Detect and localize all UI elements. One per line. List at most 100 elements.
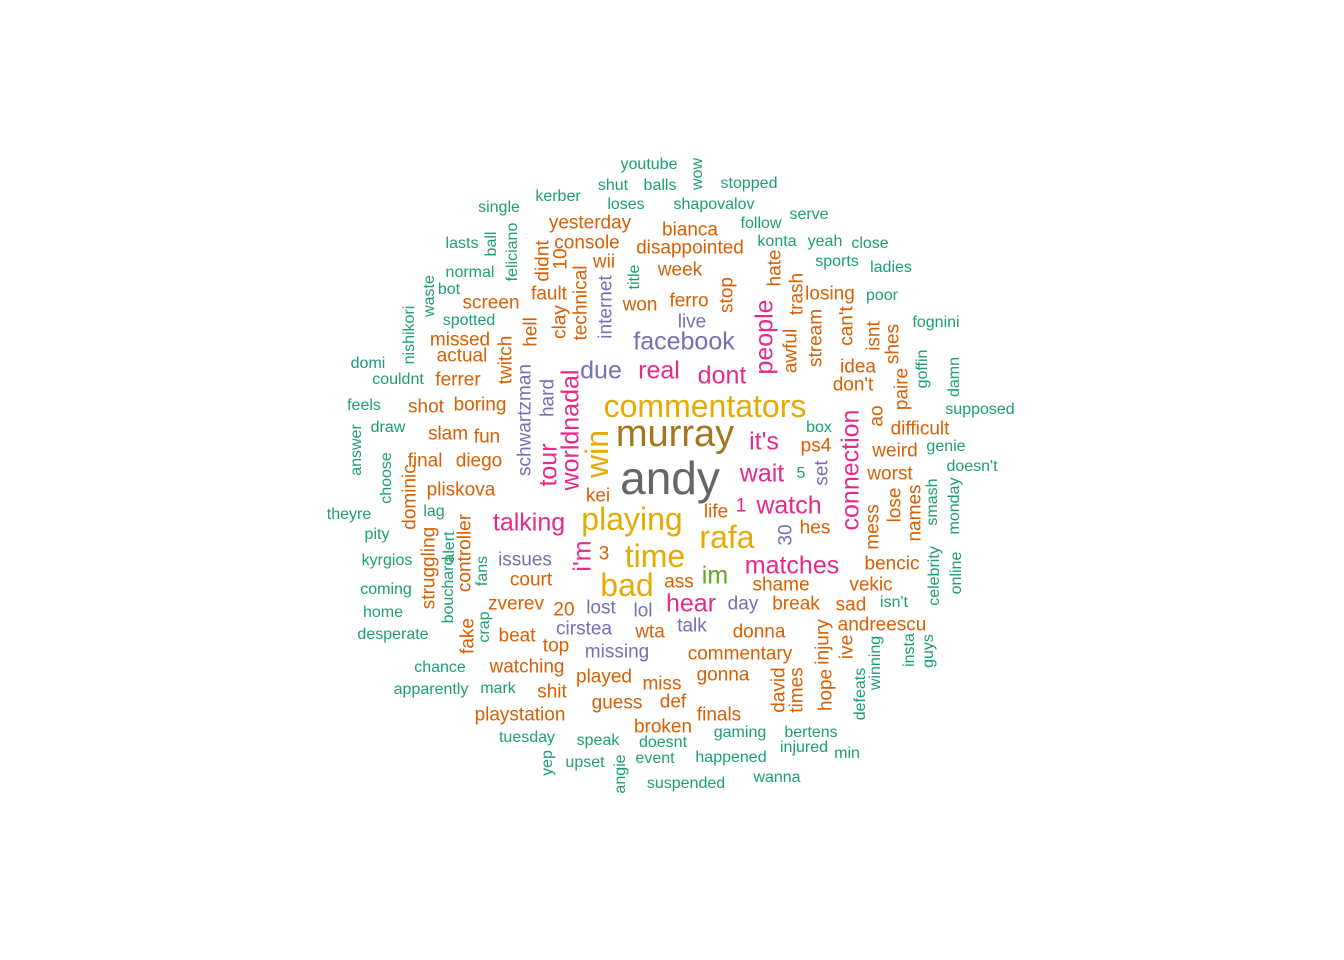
word: slam: [427, 423, 469, 445]
word: watch: [756, 491, 822, 520]
word: twitch: [495, 335, 517, 385]
word: domi: [350, 355, 386, 372]
word: angie: [612, 754, 629, 794]
word: gonna: [696, 664, 750, 686]
word: awful: [780, 328, 802, 374]
word: talking: [492, 508, 566, 537]
word: commentators: [603, 388, 807, 424]
word: normal: [445, 264, 495, 281]
word: happened: [695, 749, 767, 766]
word: playing: [581, 501, 683, 537]
word: murray: [615, 413, 735, 455]
word: names: [904, 484, 926, 542]
word: box: [806, 419, 832, 436]
word: david: [768, 667, 790, 713]
word: shit: [537, 681, 567, 703]
word: chance: [414, 659, 466, 676]
word: stop: [716, 277, 738, 313]
word: wii: [592, 251, 616, 273]
word: difficult: [890, 418, 950, 440]
word: break: [772, 593, 820, 615]
word: time: [624, 538, 686, 574]
word: event: [635, 750, 675, 767]
word: bianca: [662, 219, 718, 241]
word: single: [478, 199, 520, 216]
word: people: [750, 299, 779, 375]
word: controller: [454, 513, 476, 593]
word: pity: [364, 526, 390, 543]
word: vekic: [849, 574, 893, 596]
word: struggling: [418, 526, 440, 610]
word: final: [407, 450, 443, 472]
word: can't: [836, 306, 858, 346]
word: issues: [498, 549, 552, 571]
word: hell: [520, 317, 542, 347]
word: played: [576, 666, 632, 688]
word: 3: [598, 543, 610, 565]
word: suspended: [646, 775, 726, 792]
word: fake: [457, 618, 479, 654]
word: tuesday: [498, 729, 556, 746]
word: worst: [867, 463, 913, 485]
word: lol: [633, 600, 653, 622]
word: 1: [735, 495, 747, 517]
word: konta: [757, 233, 797, 250]
word: connection: [836, 409, 865, 531]
word: wanna: [753, 769, 801, 786]
word: kerber: [535, 188, 581, 205]
word: facebook: [633, 327, 735, 356]
word: finals: [696, 704, 742, 726]
word: wow: [689, 157, 706, 191]
word: bencic: [864, 553, 920, 575]
word: shapovalov: [673, 196, 755, 213]
word: talk: [677, 615, 707, 637]
word: shut: [597, 177, 629, 194]
word: nishikori: [401, 305, 418, 365]
word: genie: [926, 438, 966, 455]
word: couldnt: [372, 371, 424, 388]
word: andreescu: [837, 614, 927, 636]
word: gaming: [713, 724, 767, 741]
word: don't: [832, 374, 874, 396]
word: online: [948, 551, 965, 595]
word: injury: [812, 619, 834, 665]
word: waste: [421, 275, 438, 317]
word: isnt: [863, 321, 885, 351]
word: week: [657, 259, 703, 281]
word: doesn't: [946, 458, 998, 475]
word: choose: [378, 452, 395, 504]
word: 30: [775, 524, 797, 546]
word: min: [834, 745, 860, 762]
word: due: [580, 356, 622, 385]
word: donna: [732, 621, 786, 643]
word: follow: [740, 215, 782, 232]
word: zverev: [488, 593, 544, 615]
word: commentary: [687, 643, 793, 665]
word: im: [701, 561, 729, 590]
word: court: [509, 569, 553, 591]
word: supposed: [945, 401, 1015, 418]
word: lag: [423, 503, 445, 520]
word: fun: [473, 426, 501, 448]
word: guys: [920, 634, 937, 668]
word: schwartzman: [514, 364, 536, 476]
word: actual: [436, 345, 488, 367]
word: kyrgios: [361, 552, 413, 569]
word: lose: [884, 487, 906, 523]
word: matches: [744, 551, 840, 580]
word: idea: [840, 356, 876, 378]
word: bouchard: [440, 556, 457, 624]
word: hope: [815, 668, 837, 712]
word: 20: [553, 599, 575, 621]
word: sad: [835, 594, 867, 616]
word: insta: [901, 633, 918, 667]
word: stopped: [720, 175, 778, 192]
word: wait: [739, 459, 785, 488]
word: lost: [586, 597, 616, 619]
word: yesterday: [548, 212, 632, 234]
word: paire: [891, 367, 913, 411]
word: crap: [476, 611, 493, 643]
word: i'm: [568, 540, 597, 572]
word: serve: [789, 206, 829, 223]
